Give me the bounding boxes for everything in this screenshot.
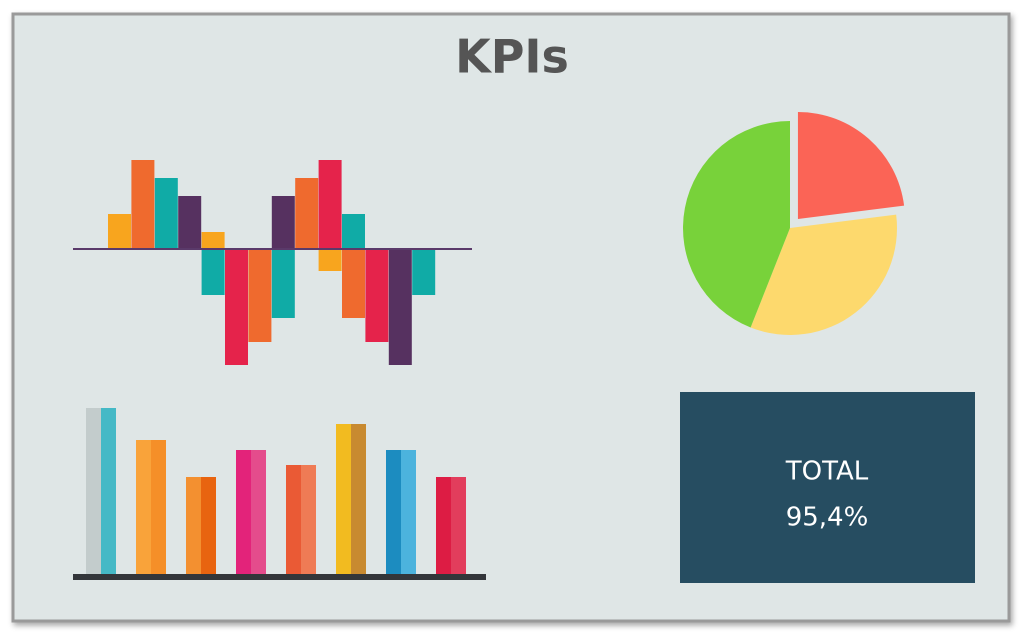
bar (318, 249, 342, 271)
kpi-label: TOTAL (785, 457, 869, 487)
bar-left (336, 424, 351, 577)
bar-left (436, 477, 451, 577)
bar-left (286, 465, 301, 577)
bar (108, 214, 131, 249)
bar (225, 249, 248, 365)
bar (342, 214, 365, 249)
bar (178, 196, 202, 249)
bar-left (186, 477, 201, 577)
bar (412, 249, 436, 295)
bar (201, 249, 225, 295)
kpi-card (680, 392, 975, 583)
bar-right (101, 408, 116, 577)
bar-left (86, 408, 101, 577)
pie-slice (750, 214, 897, 335)
bar (342, 249, 365, 318)
bar-left (136, 440, 151, 577)
pie-slice (797, 111, 905, 219)
bar (271, 249, 295, 318)
bar-left (386, 450, 401, 577)
bar (295, 178, 319, 249)
bar (248, 249, 272, 342)
kpi-value: 95,4% (786, 503, 869, 533)
bar (365, 249, 389, 342)
bar-left (236, 450, 251, 577)
bar-right (301, 465, 316, 577)
bar (131, 160, 155, 249)
bar-right (351, 424, 366, 577)
bar-right (401, 450, 416, 577)
bar (388, 249, 412, 365)
bar-right (151, 440, 166, 577)
bar (271, 196, 295, 249)
bar-right (201, 477, 216, 577)
axis (73, 574, 486, 580)
title: KPIs (455, 30, 569, 84)
bar (201, 232, 225, 249)
bar-right (251, 450, 266, 577)
bar (154, 178, 178, 249)
bar-right (451, 477, 466, 577)
pie-slice (682, 121, 790, 328)
bar (318, 160, 342, 249)
